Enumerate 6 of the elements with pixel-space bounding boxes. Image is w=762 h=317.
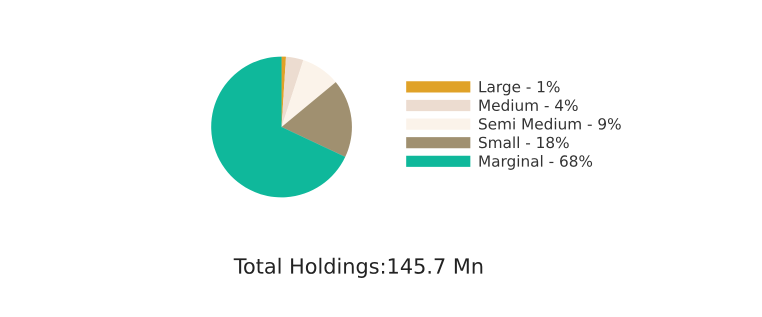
legend-label: Semi Medium - 9% <box>478 118 621 130</box>
legend-label: Large - 1% <box>479 80 560 96</box>
legend-label: Medium - 4% <box>479 99 578 112</box>
text: Total Holdings:145.7 Mn <box>234 258 482 278</box>
legend-label: Small - 18% <box>478 136 569 148</box>
legend-label: Marginal - 68% <box>479 155 592 170</box>
